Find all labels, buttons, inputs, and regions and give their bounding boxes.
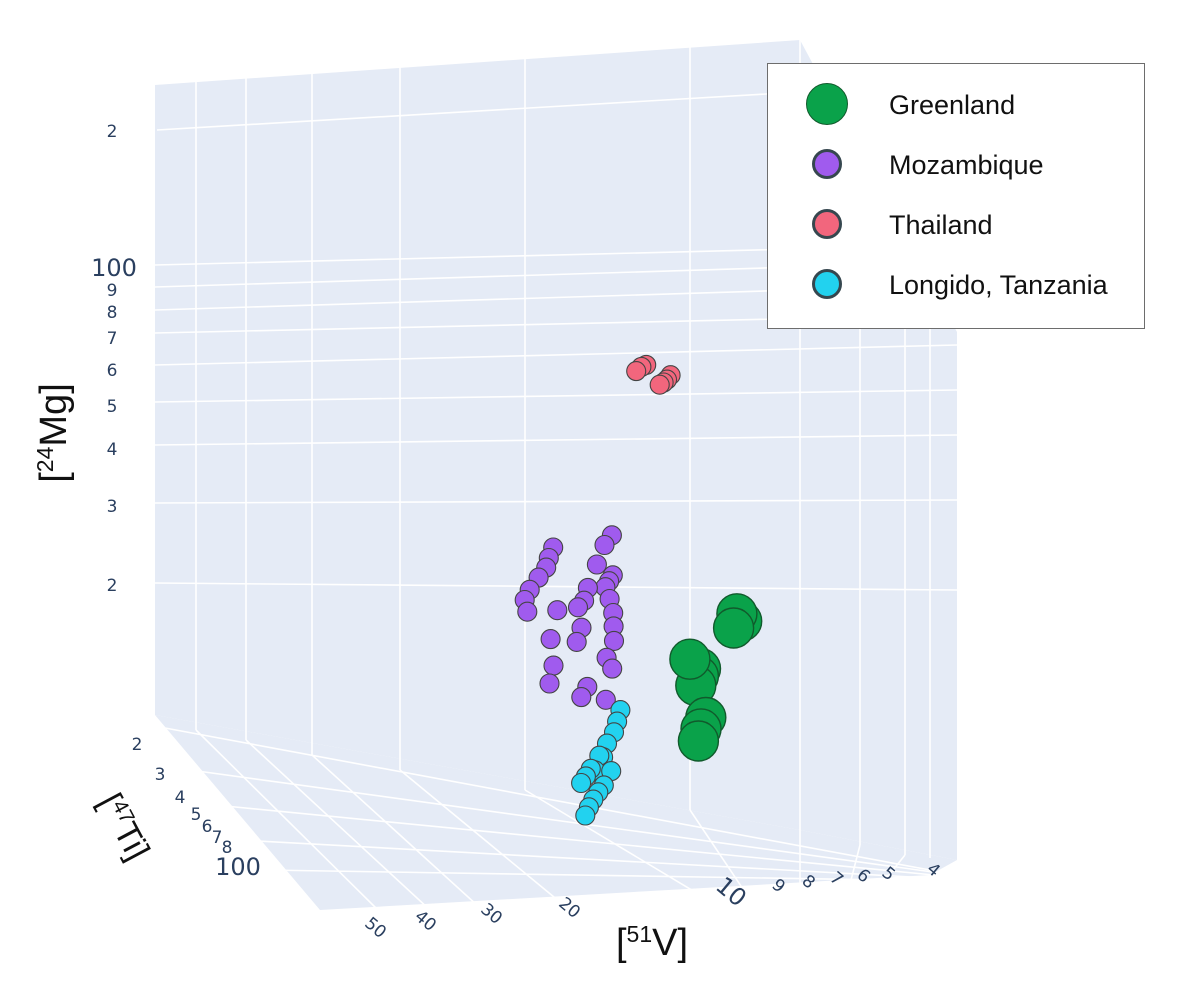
data-point bbox=[517, 601, 538, 622]
data-points bbox=[514, 354, 763, 826]
data-point bbox=[571, 687, 592, 708]
gridline-horizontal bbox=[154, 499, 958, 504]
gridlines bbox=[154, 40, 958, 913]
data-point bbox=[603, 630, 625, 651]
data-point bbox=[566, 631, 587, 652]
legend-label: Greenland bbox=[889, 90, 1016, 120]
gridline-horizontal bbox=[154, 389, 958, 403]
data-point bbox=[595, 689, 616, 710]
tick-label: 7 bbox=[107, 329, 118, 349]
gridline-floor bbox=[214, 804, 945, 877]
tick-label: 3 bbox=[107, 497, 118, 517]
tick-label: 100 bbox=[91, 254, 137, 282]
tick-label: 50 bbox=[360, 914, 389, 943]
y-axis-title: [47Ti] bbox=[91, 787, 157, 866]
gridline-horizontal bbox=[156, 91, 801, 131]
tick-label: 2 bbox=[107, 576, 118, 596]
tick-label: 8 bbox=[107, 303, 118, 323]
gridline-floor bbox=[245, 739, 431, 911]
gridline-floor bbox=[399, 769, 561, 903]
gridline-floor bbox=[311, 754, 479, 907]
legend-marker bbox=[812, 149, 842, 179]
data-point bbox=[547, 600, 568, 621]
legend-item[interactable]: Mozambique bbox=[768, 140, 1144, 190]
gridline-floor bbox=[849, 844, 861, 885]
legend-label: Longido, Tanzania bbox=[889, 270, 1108, 300]
legend-marker bbox=[812, 269, 842, 299]
gridline-horizontal bbox=[154, 582, 958, 591]
gridline-floor bbox=[195, 729, 381, 913]
legend-marker bbox=[806, 83, 848, 125]
tick-label: 5 bbox=[107, 397, 118, 417]
gridline-floor bbox=[524, 789, 701, 896]
tick-label: 7 bbox=[212, 828, 223, 848]
tick-label: 3 bbox=[155, 765, 166, 785]
data-point bbox=[677, 720, 720, 762]
tick-label: 6 bbox=[202, 817, 213, 837]
data-point bbox=[539, 673, 560, 694]
data-point bbox=[626, 361, 647, 382]
tick-label: 40 bbox=[410, 907, 439, 936]
tick-label: 4 bbox=[107, 440, 118, 460]
data-point bbox=[669, 638, 711, 680]
gridline-floor bbox=[189, 769, 941, 874]
tick-label: 30 bbox=[476, 900, 505, 929]
data-point bbox=[594, 534, 615, 556]
tick-label: 8 bbox=[222, 838, 233, 858]
legend-item[interactable]: Longido, Tanzania bbox=[768, 260, 1144, 310]
data-point bbox=[571, 772, 592, 794]
data-point bbox=[586, 554, 607, 575]
series-greenland bbox=[669, 593, 763, 762]
data-point bbox=[602, 658, 623, 679]
data-point bbox=[649, 374, 670, 395]
tick-label: 9 bbox=[107, 281, 118, 301]
series-mozambique bbox=[514, 525, 625, 710]
gridline-horizontal bbox=[154, 344, 958, 366]
tick-label: 100 bbox=[215, 853, 261, 881]
tick-label: 4 bbox=[175, 788, 186, 808]
series-longido-tanzania bbox=[571, 700, 631, 826]
z-axis-title: [24Mg] bbox=[32, 383, 75, 483]
data-point bbox=[567, 597, 589, 618]
data-point bbox=[543, 655, 564, 676]
data-point bbox=[712, 607, 755, 649]
data-point bbox=[540, 629, 561, 650]
legend-label: Mozambique bbox=[889, 150, 1044, 180]
data-point bbox=[575, 805, 596, 826]
legend-item[interactable]: Greenland bbox=[768, 80, 1144, 130]
tick-label: 2 bbox=[132, 735, 143, 755]
gridline-horizontal bbox=[154, 434, 958, 446]
tick-label: 5 bbox=[191, 805, 202, 825]
series-thailand bbox=[626, 354, 681, 395]
gridline-floor bbox=[264, 869, 951, 882]
x-axis-title: [51V] bbox=[616, 921, 688, 964]
gridline-floor bbox=[239, 839, 949, 880]
legend-item[interactable]: Thailand bbox=[768, 200, 1144, 250]
tick-label: 20 bbox=[554, 894, 583, 923]
legend-label: Thailand bbox=[889, 210, 993, 240]
tick-label: 6 bbox=[107, 361, 118, 381]
tick-label: 2 bbox=[107, 122, 118, 142]
gridline-floor bbox=[164, 727, 931, 871]
back-wall-pane bbox=[155, 40, 957, 860]
legend-marker bbox=[812, 209, 842, 239]
legend: Greenland Mozambique Thailand Longido, Tanz… bbox=[767, 63, 1145, 329]
